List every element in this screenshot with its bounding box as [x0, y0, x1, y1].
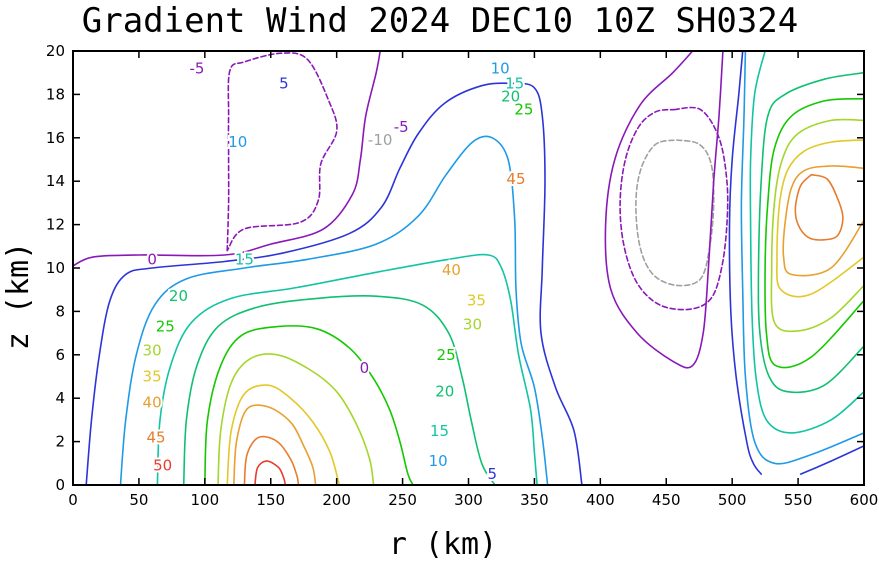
y-tick-label: 20	[46, 42, 65, 60]
contour-label: 0	[360, 359, 370, 377]
contour-label: 50	[153, 456, 172, 474]
contour-label: 45	[506, 170, 525, 188]
y-axis-label: z (km)	[1, 242, 36, 350]
contour-label: 20	[435, 383, 454, 401]
contour-label: 15	[235, 250, 254, 268]
contour-line-level--10	[635, 139, 715, 287]
contour-label: 10	[491, 59, 510, 77]
contour-label: 30	[463, 315, 482, 333]
contour-label: 25	[156, 318, 175, 336]
contour-label: 10	[228, 133, 247, 151]
x-tick-label: 350	[520, 491, 549, 509]
contour-line-level-15	[156, 253, 538, 485]
contour-line-level-5	[799, 445, 864, 475]
contour-line-level-25	[764, 97, 864, 369]
x-tick-label: 250	[388, 491, 417, 509]
contour-label: 45	[147, 428, 166, 446]
contour-label: 10	[429, 452, 448, 470]
contour-line-level-25	[204, 325, 414, 485]
contour-line-level-40	[233, 404, 317, 485]
contour-line-level-50	[254, 460, 287, 485]
y-tick-label: 2	[55, 433, 65, 451]
contour-line-level-40	[782, 165, 864, 277]
y-tick-label: 14	[46, 172, 65, 190]
x-tick-label: 500	[718, 491, 747, 509]
x-tick-label: 0	[68, 491, 78, 509]
contour-line-level-5	[85, 82, 583, 485]
contour-line-level-0	[73, 51, 381, 267]
contour-label: 40	[143, 394, 162, 412]
contour-line-level-0	[604, 51, 724, 369]
contour-label: 20	[169, 287, 188, 305]
contour-line-level-15	[749, 51, 864, 434]
contour-line-level-35	[226, 384, 341, 485]
contour-line-level-35	[776, 139, 864, 298]
contour-line-level-20	[757, 71, 864, 394]
contour-label: 15	[430, 422, 449, 440]
y-tick-label: 4	[55, 389, 65, 407]
contour-label: -10	[368, 131, 393, 149]
plot-frame	[72, 50, 865, 486]
x-tick-label: 100	[191, 491, 220, 509]
contour-label: 20	[501, 88, 520, 106]
contour-label: 30	[143, 341, 162, 359]
y-tick-label: 10	[46, 259, 65, 277]
contour-label: 35	[467, 292, 486, 310]
contour-label: 15	[505, 75, 524, 93]
contour-labels: -505101520253035404550-10-50101520254540…	[141, 57, 536, 485]
x-tick-label: 300	[454, 491, 483, 509]
contour-line-level--5	[619, 106, 729, 311]
contour-line-level-5	[728, 51, 762, 475]
x-tick-label: 200	[322, 491, 351, 509]
contour-line-level-30	[770, 118, 864, 333]
contour-label: 40	[442, 261, 461, 279]
contour-line-level-10	[119, 135, 549, 485]
contour-line-level--5	[226, 52, 338, 252]
contour-label: -5	[394, 118, 409, 136]
x-axis-label: r (km)	[389, 527, 497, 561]
chart-title: Gradient Wind 2024 DEC10 10Z SH0324	[82, 1, 798, 41]
contour-line-level-45	[243, 435, 300, 485]
contour-line-level-10	[740, 51, 864, 465]
contour-line-level-20	[182, 295, 496, 485]
y-tick-label: 18	[46, 85, 65, 103]
contour-label: 25	[514, 101, 533, 119]
contour-line-level-45	[794, 173, 844, 241]
contour-line-level-30	[217, 353, 375, 485]
contour-label: 0	[147, 250, 157, 268]
y-tick-label: 0	[55, 476, 65, 494]
x-tick-label: 600	[850, 491, 879, 509]
x-tick-label: 550	[784, 491, 813, 509]
axes: 0 50 100 150 200 250 300 350 400 450 500 550 6000246…	[46, 42, 878, 509]
contour-label: 5	[279, 75, 289, 93]
y-tick-label: 8	[55, 302, 65, 320]
contour-lines	[73, 51, 864, 485]
y-tick-label: 6	[55, 346, 65, 364]
contour-label: 25	[437, 346, 456, 364]
y-tick-label: 12	[46, 216, 65, 234]
x-tick-label: 450	[652, 491, 681, 509]
x-tick-label: 150	[256, 491, 285, 509]
contour-label: 5	[487, 465, 497, 483]
x-tick-label: 400	[586, 491, 615, 509]
y-tick-label: 16	[46, 129, 65, 147]
contour-label: -5	[189, 59, 204, 77]
contour-label: 35	[143, 368, 162, 386]
x-tick-label: 50	[129, 491, 148, 509]
